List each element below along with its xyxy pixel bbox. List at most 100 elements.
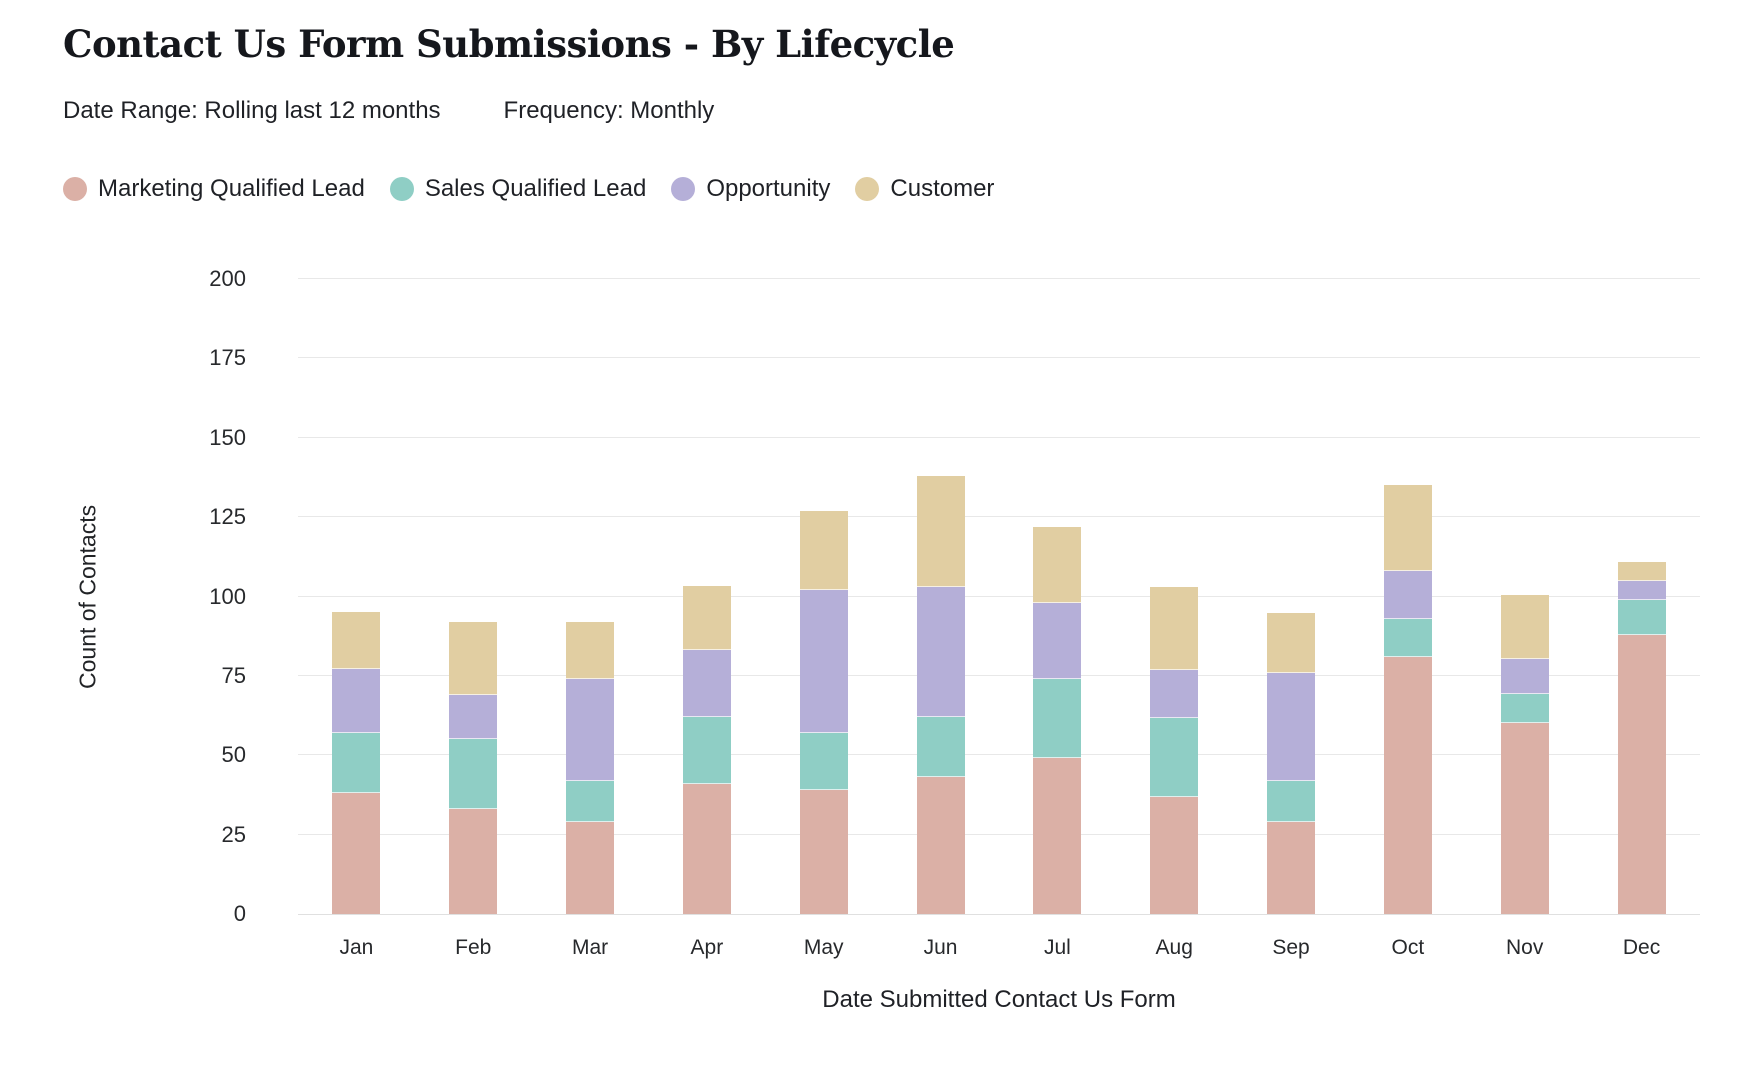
bar-group [449, 622, 498, 914]
gridline [298, 674, 1700, 676]
bar-segment[interactable] [1383, 619, 1432, 657]
bar-segment[interactable] [1267, 781, 1316, 822]
y-tick-label: 75 [221, 662, 246, 688]
bar-segment[interactable] [332, 793, 381, 914]
y-tick-label: 125 [209, 504, 246, 530]
bar-segment[interactable] [1617, 562, 1666, 581]
bar-segment[interactable] [1150, 587, 1199, 670]
bar-segment[interactable] [449, 739, 498, 809]
bar-segment[interactable] [1617, 635, 1666, 914]
bar-slot [1583, 279, 1700, 914]
bar-slot [1466, 279, 1583, 914]
bar-segment[interactable] [1033, 758, 1082, 914]
frequency-label: Frequency: Monthly [503, 97, 715, 124]
gridline [298, 516, 1700, 518]
y-axis-title: Count of Contacts [74, 504, 101, 689]
legend-swatch-icon [671, 177, 696, 201]
bar-segment[interactable] [1033, 527, 1082, 603]
bar-slot [1233, 279, 1350, 914]
bar-segment[interactable] [566, 622, 615, 679]
y-axis-tick-labels: 0 25 50 75 100 125 150 175 200 [113, 268, 298, 925]
bar-segment[interactable] [682, 586, 731, 650]
bar-group [799, 511, 848, 914]
gridline [298, 833, 1700, 835]
bar-segment[interactable] [799, 590, 848, 733]
bar-segment[interactable] [1500, 659, 1549, 694]
bar-segment[interactable] [1500, 723, 1549, 914]
bar-segment[interactable] [916, 476, 965, 587]
bar-slot [1116, 279, 1233, 914]
bar-segment[interactable] [1500, 595, 1549, 659]
legend-item[interactable]: Marketing Qualified Lead [63, 175, 365, 203]
bar-segment[interactable] [1267, 822, 1316, 914]
bar-segment[interactable] [449, 695, 498, 739]
bar-segment[interactable] [799, 511, 848, 590]
y-tick-label: 50 [221, 742, 246, 768]
legend-swatch-icon [855, 177, 880, 201]
bar-slot [765, 279, 882, 914]
legend-item[interactable]: Customer [855, 175, 994, 203]
bar-segment[interactable] [1150, 670, 1199, 718]
legend-item[interactable]: Opportunity [671, 175, 830, 203]
bar-segment[interactable] [449, 622, 498, 695]
gridline [298, 595, 1700, 597]
date-range-label: Date Range: Rolling last 12 months [63, 97, 441, 124]
x-tick-label: Apr [690, 936, 724, 959]
legend-item[interactable]: Sales Qualified Lead [389, 175, 646, 203]
legend-label: Marketing Qualified Lead [98, 175, 365, 202]
bar-segment[interactable] [916, 717, 965, 777]
bar-segment[interactable] [1267, 673, 1316, 781]
bar-segment[interactable] [916, 777, 965, 914]
stacked-bar-chart: Count of Contacts 0 25 50 75 100 125 150 175 200… [63, 268, 1700, 1014]
bar-group [682, 586, 731, 914]
bar-segment[interactable] [566, 822, 615, 914]
bar-segment[interactable] [682, 784, 731, 914]
gridline [298, 914, 1700, 915]
bar-slot [415, 279, 532, 914]
bar-segment[interactable] [566, 781, 615, 822]
bar-segment[interactable] [332, 612, 381, 669]
bar-segment[interactable] [799, 790, 848, 914]
bar-segment[interactable] [682, 650, 731, 717]
bar-segment[interactable] [682, 717, 731, 784]
bar-segment[interactable] [449, 809, 498, 914]
x-tick-label: Oct [1391, 936, 1425, 959]
bar-segment[interactable] [332, 733, 381, 793]
bar-segment[interactable] [1033, 603, 1082, 679]
bar-group [916, 476, 965, 914]
bar-group [566, 622, 615, 914]
plot-area [298, 278, 1700, 915]
bar-segment[interactable] [1617, 600, 1666, 635]
bar-group [1617, 562, 1666, 914]
y-tick-label: 100 [209, 583, 246, 609]
x-tick-label: Jan [339, 936, 374, 959]
y-tick-label: 200 [209, 266, 246, 291]
legend-swatch-icon [389, 177, 414, 201]
bar-segment[interactable] [1267, 613, 1316, 673]
bar-segment[interactable] [332, 669, 381, 733]
legend-label: Opportunity [706, 175, 831, 202]
bar-group [1033, 527, 1082, 914]
y-tick-label: 150 [209, 424, 246, 450]
bar-segment[interactable] [1150, 797, 1199, 914]
bar-segment[interactable] [1033, 679, 1082, 758]
bar-slot [882, 279, 999, 914]
y-tick-label: 0 [233, 901, 246, 926]
chart-legend: Marketing Qualified Lead Sales Qualified … [63, 175, 1700, 203]
bar-group [1500, 595, 1549, 914]
bar-segment[interactable] [1383, 571, 1432, 619]
bar-group [1267, 613, 1316, 914]
bar-segment[interactable] [1617, 581, 1666, 600]
bar-segment[interactable] [1383, 657, 1432, 914]
bar-segment[interactable] [566, 679, 615, 781]
report-page: Contact Us Form Submissions - By Lifecyc… [63, 22, 1700, 1014]
bar-segment[interactable] [916, 587, 965, 717]
bar-segment[interactable] [1383, 485, 1432, 571]
x-tick-label: Dec [1622, 936, 1661, 959]
bar-segment[interactable] [1500, 694, 1549, 723]
gridline [298, 278, 1700, 279]
bar-segment[interactable] [1150, 718, 1199, 797]
bar-slot [1349, 279, 1466, 914]
x-tick-label: Nov [1506, 936, 1544, 959]
bar-segment[interactable] [799, 733, 848, 790]
